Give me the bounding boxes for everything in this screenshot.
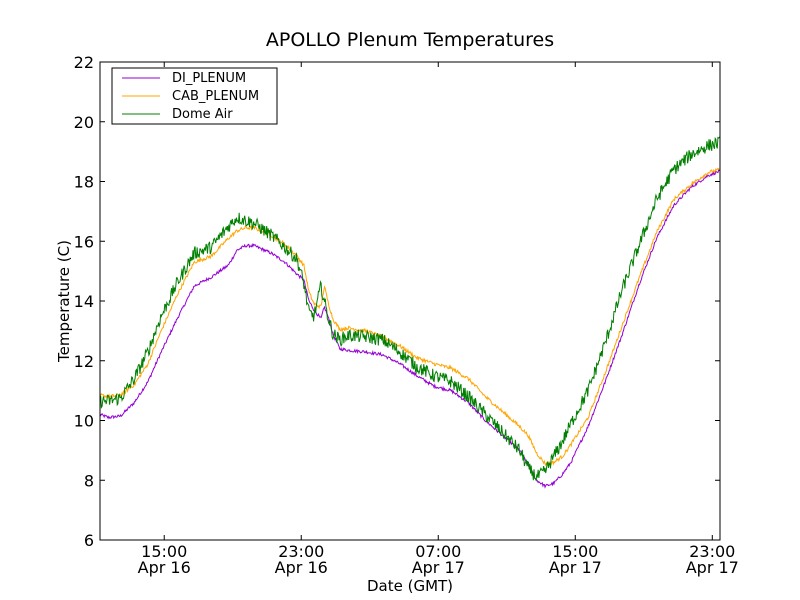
series-line-dome-air	[99, 136, 721, 482]
x-tick-time-label: 07:00	[415, 542, 461, 561]
chart-title: APOLLO Plenum Temperatures	[266, 29, 554, 51]
x-tick-time-label: 15:00	[141, 542, 187, 561]
x-tick-date-label: Apr 17	[549, 558, 602, 577]
y-tick-label: 10	[74, 412, 94, 431]
series-layer	[99, 136, 721, 489]
y-tick-label: 12	[74, 352, 94, 371]
x-tick-date-label: Apr 16	[275, 558, 328, 577]
x-tick-time-label: 23:00	[278, 542, 324, 561]
legend: DI_PLENUM CAB_PLENUM Dome Air	[111, 67, 278, 125]
y-tick-label: 20	[74, 113, 94, 132]
x-tick-time-label: 23:00	[689, 542, 735, 561]
y-tick-label: 6	[84, 531, 94, 550]
x-tick-date-label: Apr 17	[412, 558, 465, 577]
y-axis-title: Temperature (C)	[55, 240, 73, 363]
legend-label-cab-plenum: CAB_PLENUM	[172, 89, 259, 104]
x-axis-title: Date (GMT)	[367, 577, 453, 595]
y-tick-label: 18	[74, 173, 94, 192]
y-axis: 6 8 10 12 14 16 18 20 22	[74, 53, 720, 550]
series-line-di-plenum	[99, 169, 721, 489]
legend-label-di-plenum: DI_PLENUM	[172, 71, 246, 86]
x-tick-time-label: 15:00	[552, 542, 598, 561]
x-tick-date-label: Apr 17	[686, 558, 739, 577]
y-tick-label: 8	[84, 471, 94, 490]
series-line-cab-plenum	[99, 167, 721, 467]
legend-label-dome-air: Dome Air	[172, 107, 233, 122]
x-tick-date-label: Apr 16	[138, 558, 191, 577]
y-tick-label: 22	[74, 53, 94, 72]
y-tick-label: 14	[74, 292, 94, 311]
y-tick-label: 16	[74, 232, 94, 251]
